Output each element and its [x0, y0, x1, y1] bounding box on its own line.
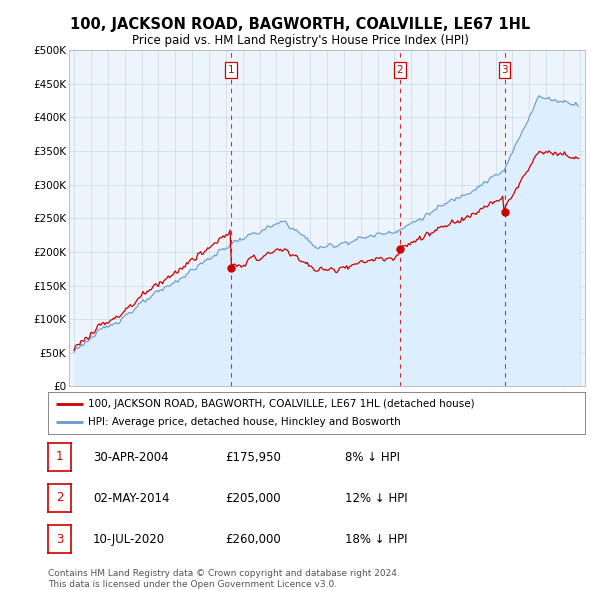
Text: 02-MAY-2014: 02-MAY-2014 — [93, 492, 170, 505]
Text: £205,000: £205,000 — [225, 492, 281, 505]
Text: 10-JUL-2020: 10-JUL-2020 — [93, 533, 165, 546]
Text: £175,950: £175,950 — [225, 451, 281, 464]
Text: £260,000: £260,000 — [225, 533, 281, 546]
Text: 2: 2 — [56, 491, 63, 504]
Text: 8% ↓ HPI: 8% ↓ HPI — [345, 451, 400, 464]
Text: 12% ↓ HPI: 12% ↓ HPI — [345, 492, 407, 505]
Text: 1: 1 — [56, 450, 63, 463]
Text: 100, JACKSON ROAD, BAGWORTH, COALVILLE, LE67 1HL: 100, JACKSON ROAD, BAGWORTH, COALVILLE, … — [70, 17, 530, 31]
Text: Contains HM Land Registry data © Crown copyright and database right 2024.: Contains HM Land Registry data © Crown c… — [48, 569, 400, 578]
Text: 3: 3 — [501, 65, 508, 75]
Text: HPI: Average price, detached house, Hinckley and Bosworth: HPI: Average price, detached house, Hinc… — [88, 418, 401, 428]
Text: 100, JACKSON ROAD, BAGWORTH, COALVILLE, LE67 1HL (detached house): 100, JACKSON ROAD, BAGWORTH, COALVILLE, … — [88, 398, 475, 408]
Text: 2: 2 — [397, 65, 403, 75]
Text: 30-APR-2004: 30-APR-2004 — [93, 451, 169, 464]
Text: Price paid vs. HM Land Registry's House Price Index (HPI): Price paid vs. HM Land Registry's House … — [131, 34, 469, 47]
Text: 3: 3 — [56, 533, 63, 546]
Text: 1: 1 — [228, 65, 235, 75]
Text: 18% ↓ HPI: 18% ↓ HPI — [345, 533, 407, 546]
Text: This data is licensed under the Open Government Licence v3.0.: This data is licensed under the Open Gov… — [48, 579, 337, 589]
